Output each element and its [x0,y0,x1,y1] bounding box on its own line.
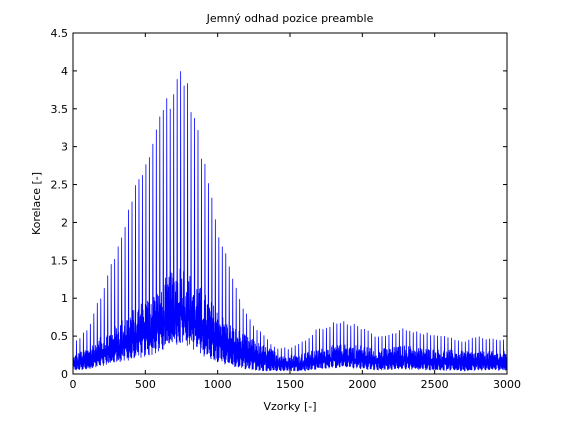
x-tick-label: 0 [70,378,77,391]
ticks-layer: 0 500 1000 1500 2000 2500 3000 0 0.5 1 1.5 2 2.5 3 3.5… [51,27,522,391]
x-tick-label: 500 [135,378,156,391]
y-tick-label: 3 [61,141,68,154]
y-tick-label: 1 [61,292,68,305]
x-tick-label: 1500 [276,378,304,391]
x-axis-title: Vzorky [-] [263,400,316,413]
x-tick-label: 2500 [421,378,449,391]
series-layer [72,71,508,372]
y-tick-label: 2 [61,216,68,229]
y-tick-label: 4.5 [51,27,69,40]
y-tick-label: 3.5 [51,103,69,116]
y-axis-title: Korelace [-] [30,172,43,235]
series-line [72,71,508,372]
y-tick-label: 1.5 [51,254,69,267]
chart-title: Jemný odhad pozice preamble [206,12,374,25]
y-tick-label: 0.5 [51,330,69,343]
y-tick-label: 0 [61,368,68,381]
x-tick-label: 3000 [493,378,521,391]
x-tick-label: 1000 [204,378,232,391]
x-tick-label: 2000 [348,378,376,391]
y-tick-label: 4 [61,65,68,78]
y-tick-label: 2.5 [51,179,69,192]
